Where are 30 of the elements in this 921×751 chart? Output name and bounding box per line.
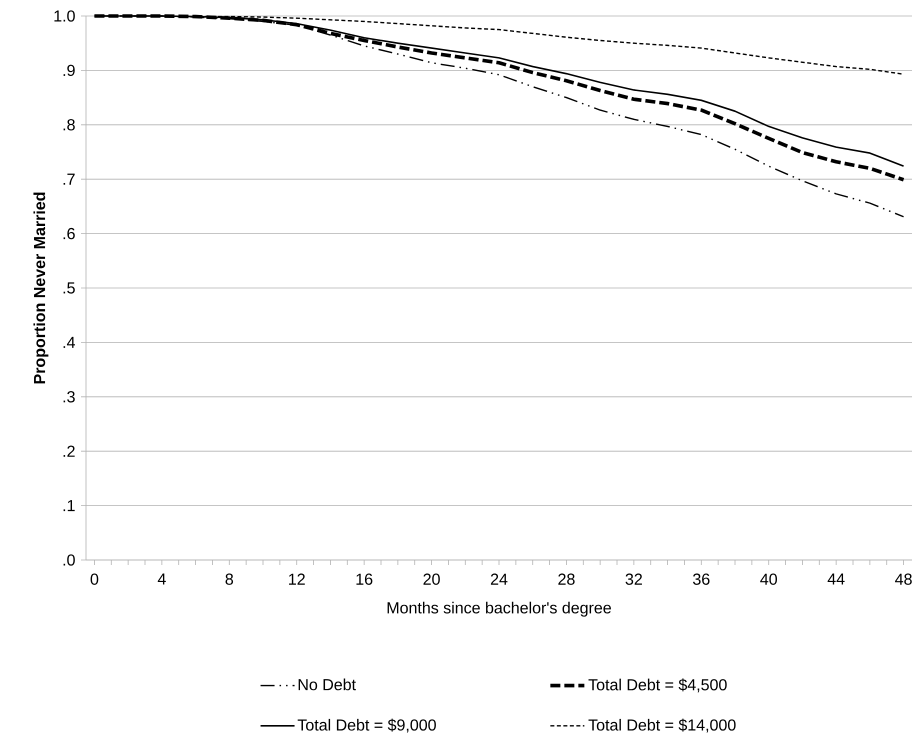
x-axis-title: Months since bachelor's degree (388, 602, 611, 617)
x-tick-label: 28 (558, 574, 575, 585)
x-tick-label: 16 (356, 574, 372, 585)
y-tick-label: 1.0 (54, 10, 75, 22)
x-tick-label: 20 (423, 574, 440, 585)
legend-label: No Debt (298, 678, 356, 690)
y-tick-label: .8 (64, 119, 75, 130)
legend-label: Total Debt = $14,000 (588, 718, 736, 733)
x-tick-label: 0 (90, 574, 98, 585)
x-tick-label: 24 (490, 574, 508, 585)
y-tick-label: .7 (64, 174, 75, 185)
x-tick-label: 12 (289, 574, 305, 585)
x-tick-label: 40 (760, 574, 777, 585)
x-tick-label: 36 (693, 574, 710, 585)
legend-label: Total Debt = $9,000 (298, 718, 436, 733)
y-tick-label: .1 (64, 500, 75, 512)
legend-label: Total Debt = $4,500 (588, 678, 727, 692)
y-tick-label: .0 (64, 554, 75, 566)
x-tick-label: 32 (626, 574, 642, 585)
x-tick-label: 44 (828, 574, 845, 585)
x-tick-label: 48 (895, 574, 912, 585)
x-tick-label: 4 (158, 574, 166, 585)
y-tick-label: .5 (64, 282, 75, 294)
y-tick-label: .2 (64, 446, 75, 457)
y-tick-label: .9 (64, 64, 75, 76)
y-tick-label: .4 (64, 336, 76, 348)
x-tick-label: 8 (226, 574, 234, 585)
y-tick-label: .6 (64, 228, 75, 240)
y-axis-title: Proportion Never Married (33, 192, 48, 384)
y-tick-label: .3 (64, 391, 75, 402)
